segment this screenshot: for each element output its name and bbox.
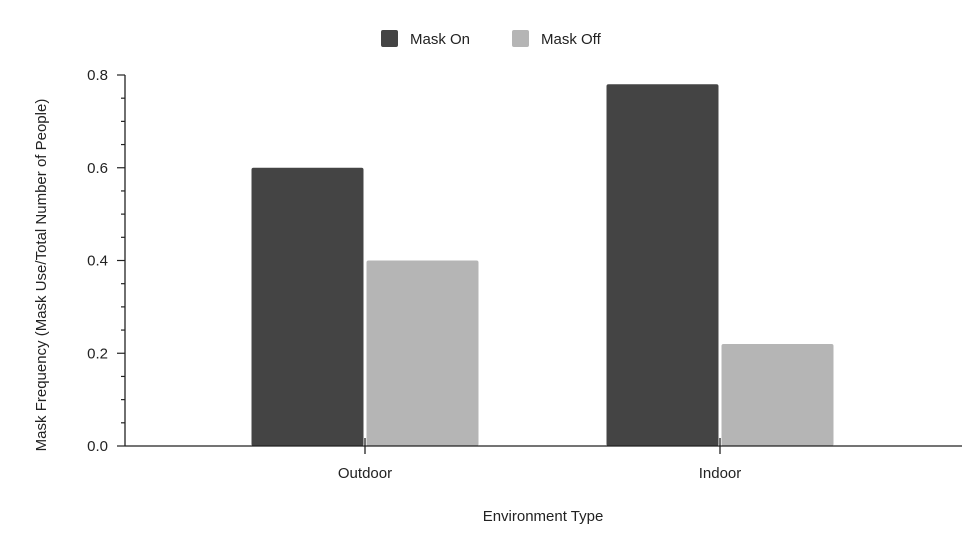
bars-layer	[251, 84, 834, 447]
legend-swatch-mask-on	[381, 30, 398, 47]
legend-label-mask-off: Mask Off	[541, 31, 602, 48]
y-tick-label: 0.2	[87, 345, 108, 362]
y-tick-label: 0.4	[87, 253, 108, 270]
y-tick-label: 0.8	[87, 67, 108, 84]
bar-mask-off-indoor	[721, 343, 834, 446]
x-axis: Outdoor Indoor	[125, 438, 962, 482]
x-axis-title: Environment Type	[483, 508, 604, 525]
y-axis: 0.0 0.2 0.4 0.6 0.8	[87, 67, 126, 455]
bar-mask-on-indoor	[606, 84, 719, 447]
bar-mask-on-outdoor	[251, 167, 364, 446]
y-axis-title: Mask Frequency (Mask Use/Total Number of…	[33, 99, 50, 452]
x-tick-label: Indoor	[699, 465, 742, 482]
legend: Mask On Mask Off	[381, 30, 602, 48]
bar-mask-off-outdoor	[366, 260, 479, 446]
x-tick-label: Outdoor	[338, 465, 392, 482]
y-tick-label: 0.0	[87, 438, 108, 455]
legend-label-mask-on: Mask On	[410, 31, 470, 48]
y-tick-label: 0.6	[87, 160, 108, 177]
legend-swatch-mask-off	[512, 30, 529, 47]
